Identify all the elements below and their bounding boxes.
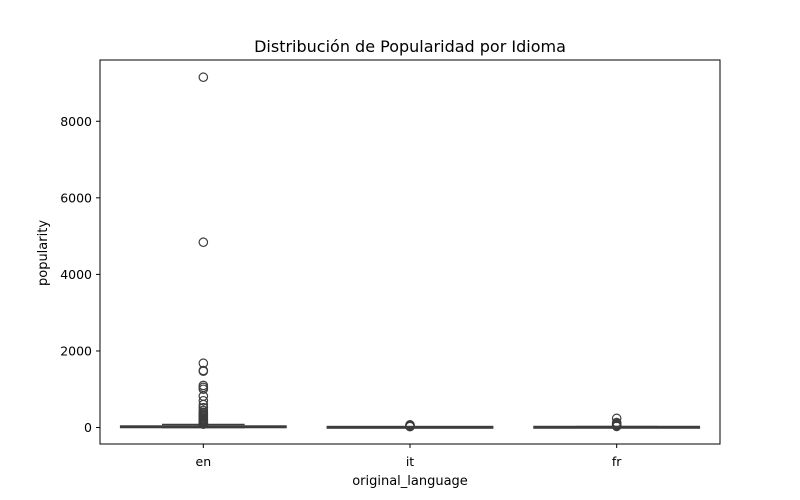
y-tick-label: 0 — [84, 420, 92, 435]
outlier-point — [198, 395, 209, 406]
x-tick-label: it — [406, 454, 414, 469]
outlier-point — [198, 382, 209, 393]
outlier-point — [611, 421, 622, 432]
x-axis-label: original_language — [352, 474, 468, 489]
y-tick-label: 4000 — [60, 267, 92, 282]
y-tick-label: 2000 — [60, 343, 92, 358]
y-tick-label: 8000 — [60, 114, 92, 129]
x-tick-label: en — [196, 454, 212, 469]
x-tick-label: fr — [612, 454, 622, 469]
plot-frame — [99, 59, 721, 445]
outlier-point — [198, 72, 209, 83]
outlier-point — [198, 419, 209, 429]
outlier-point — [198, 237, 209, 248]
y-axis-label: popularity — [36, 220, 51, 286]
y-tick-label: 6000 — [60, 190, 92, 205]
outlier-point — [405, 421, 415, 432]
outlier-point — [198, 384, 209, 395]
outlier-point — [198, 366, 209, 377]
plot-area: 0 2000 4000 6000 8000 en it fr — [60, 72, 701, 469]
chart-title: Distribución de Popularidad por Idioma — [254, 37, 566, 56]
